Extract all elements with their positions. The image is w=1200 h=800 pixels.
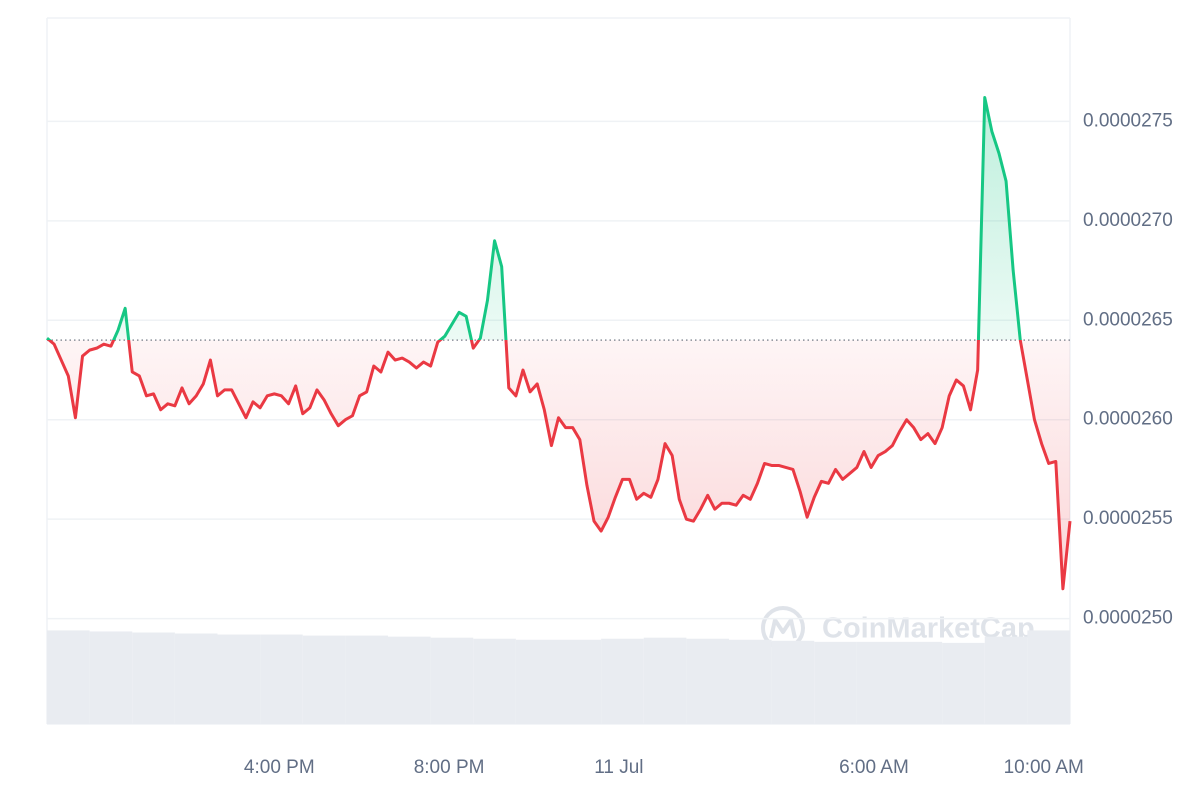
volume-bar — [302, 635, 346, 724]
y-tick-label: 0.0000255 — [1083, 508, 1173, 529]
x-tick-label: 6:00 AM — [839, 757, 909, 778]
volume-bar — [515, 639, 559, 724]
y-tick-label: 0.0000275 — [1083, 110, 1173, 131]
y-tick-label: 0.0000270 — [1083, 210, 1173, 231]
volume-bar — [899, 641, 943, 724]
volume-bar — [47, 630, 90, 724]
volume-bar — [814, 641, 857, 724]
volume-bar — [686, 638, 729, 724]
x-tick-label: 4:00 PM — [244, 757, 315, 778]
volume-bar — [643, 637, 687, 724]
y-tick-label: 0.0000250 — [1083, 608, 1173, 629]
volume-bar — [942, 642, 985, 724]
x-tick-label: 11 Jul — [594, 757, 643, 778]
x-tick-label: 8:00 PM — [414, 757, 485, 778]
watermark-logo-mark — [769, 618, 797, 639]
y-tick-label: 0.0000265 — [1083, 309, 1173, 330]
volume-bar — [984, 636, 1028, 724]
volume-bar — [345, 635, 388, 724]
price-line — [46, 96, 1072, 591]
volume-bar — [558, 639, 602, 724]
x-tick-label: 10:00 AM — [1004, 757, 1084, 778]
volume-bar — [430, 637, 474, 724]
volume-bar — [260, 634, 303, 724]
volume-bar — [856, 641, 900, 724]
volume-bar — [217, 634, 261, 724]
volume-bar — [89, 631, 133, 724]
area-fill — [47, 97, 1070, 589]
volume-bar — [1027, 630, 1070, 724]
volume-bar — [601, 638, 644, 724]
volume-bar — [771, 640, 815, 724]
volume-bar — [174, 633, 218, 724]
volume-bar — [729, 639, 772, 724]
volume-bar — [473, 638, 516, 724]
volume-bar — [132, 632, 175, 724]
y-tick-label: 0.0000260 — [1083, 409, 1173, 430]
volume-bar — [388, 636, 431, 724]
